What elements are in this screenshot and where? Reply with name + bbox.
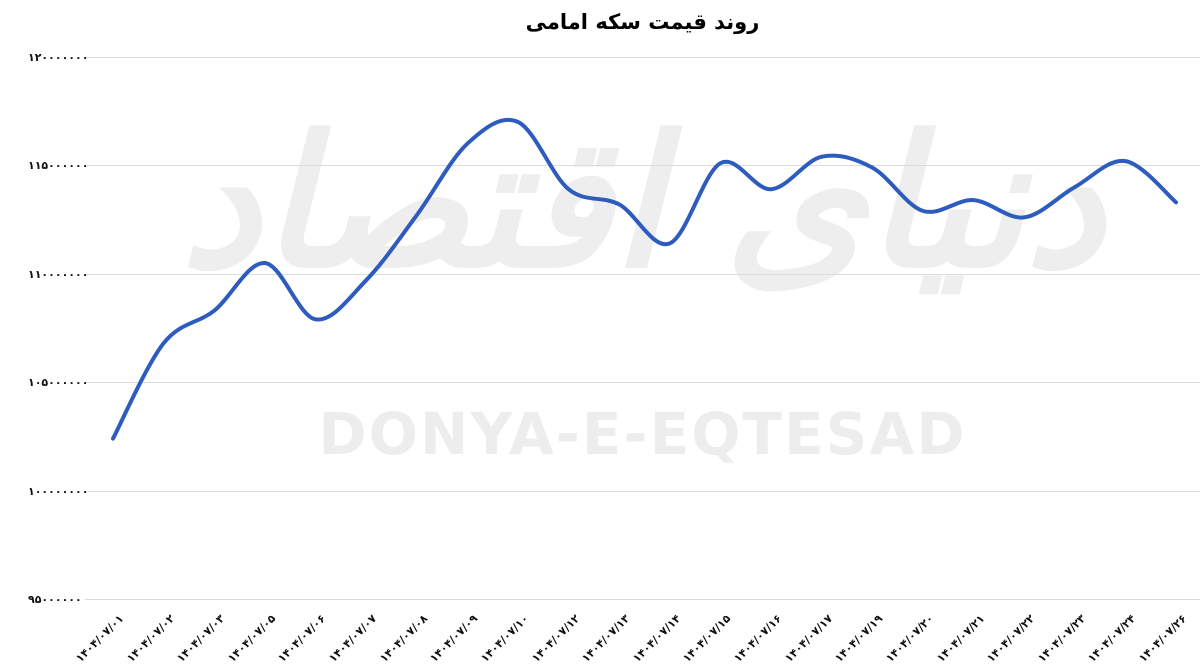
y-tick-label: ۱۰۰۰۰۰۰۰۰ [28, 484, 89, 498]
y-tick-label: ۹۵۰۰۰۰۰۰ [28, 593, 82, 606]
y-tick-label: ۱۰۵۰۰۰۰۰۰ [28, 376, 89, 390]
chart-title: روند قیمت سکه امامی [525, 10, 760, 34]
gridline [85, 490, 1200, 492]
y-tick-label: ۱۱۵۰۰۰۰۰۰ [28, 159, 89, 173]
gridline [85, 57, 1200, 58]
gridline [85, 382, 1200, 384]
gridline [85, 165, 1200, 167]
gridline [85, 273, 1200, 275]
y-tick-label: ۱۱۰۰۰۰۰۰۰ [28, 267, 89, 281]
y-tick-label: ۱۲۰۰۰۰۰۰۰ [28, 51, 89, 64]
gridline [85, 599, 1200, 600]
price-line [111, 118, 1178, 441]
